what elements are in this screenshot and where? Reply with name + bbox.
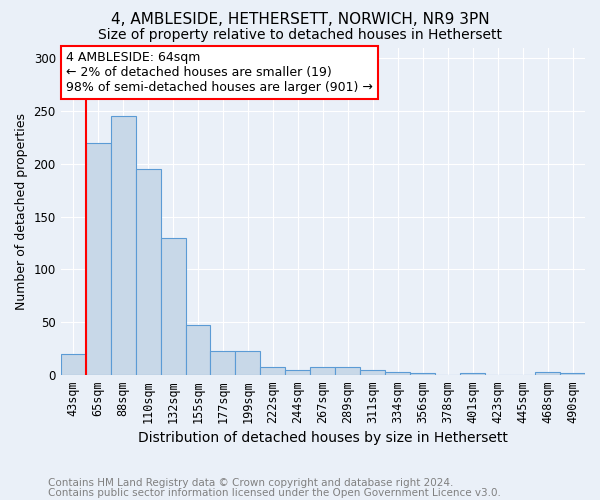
Bar bbox=[110, 116, 136, 375]
Bar bbox=[185, 326, 211, 375]
Bar bbox=[286, 370, 310, 375]
Bar bbox=[136, 169, 161, 375]
Text: Size of property relative to detached houses in Hethersett: Size of property relative to detached ho… bbox=[98, 28, 502, 42]
Bar bbox=[385, 372, 410, 375]
Bar bbox=[161, 238, 185, 375]
Bar bbox=[61, 354, 86, 375]
Text: Contains HM Land Registry data © Crown copyright and database right 2024.: Contains HM Land Registry data © Crown c… bbox=[48, 478, 454, 488]
Bar bbox=[535, 372, 560, 375]
Bar bbox=[410, 373, 435, 375]
Text: 4 AMBLESIDE: 64sqm
← 2% of detached houses are smaller (19)
98% of semi-detached: 4 AMBLESIDE: 64sqm ← 2% of detached hous… bbox=[66, 51, 373, 94]
Bar bbox=[335, 366, 360, 375]
Text: 4, AMBLESIDE, HETHERSETT, NORWICH, NR9 3PN: 4, AMBLESIDE, HETHERSETT, NORWICH, NR9 3… bbox=[110, 12, 490, 28]
Bar bbox=[235, 351, 260, 375]
Bar bbox=[560, 373, 585, 375]
Bar bbox=[360, 370, 385, 375]
Bar bbox=[260, 366, 286, 375]
Bar bbox=[460, 373, 485, 375]
Text: Contains public sector information licensed under the Open Government Licence v3: Contains public sector information licen… bbox=[48, 488, 501, 498]
Bar bbox=[86, 142, 110, 375]
Y-axis label: Number of detached properties: Number of detached properties bbox=[15, 113, 28, 310]
Bar bbox=[310, 366, 335, 375]
X-axis label: Distribution of detached houses by size in Hethersett: Distribution of detached houses by size … bbox=[138, 431, 508, 445]
Bar bbox=[211, 351, 235, 375]
